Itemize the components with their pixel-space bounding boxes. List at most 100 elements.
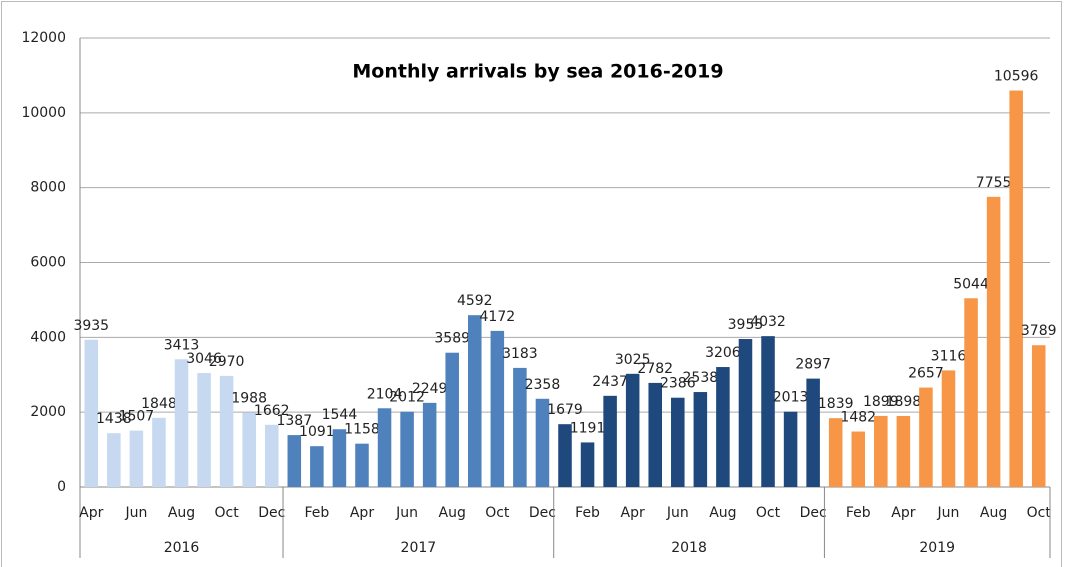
bar <box>152 417 166 487</box>
bar <box>445 352 459 487</box>
bar <box>738 339 753 487</box>
data-label: 2013 <box>773 390 809 406</box>
bar <box>693 392 708 487</box>
y-tick-label: 12000 <box>21 30 66 46</box>
x-tick-label: Jun <box>666 505 689 521</box>
chart-title: Monthly arrivals by sea 2016-2019 <box>352 61 723 83</box>
data-label: 10596 <box>994 69 1039 85</box>
bar <box>535 398 550 487</box>
bar <box>603 395 617 487</box>
group-label: 2017 <box>401 540 437 556</box>
bar <box>490 330 505 487</box>
bar <box>400 411 414 487</box>
bar <box>219 375 234 487</box>
x-tick-label: Feb <box>304 505 329 521</box>
data-label: 4032 <box>750 314 786 330</box>
data-label: 2358 <box>525 377 561 393</box>
bar <box>558 424 572 487</box>
bar <box>287 435 302 487</box>
data-label: 3789 <box>1021 323 1057 339</box>
data-label: 1507 <box>119 409 155 425</box>
x-tick-label: Aug <box>439 505 466 521</box>
data-label: 2386 <box>660 376 696 392</box>
bar <box>783 411 798 487</box>
bar <box>468 315 482 487</box>
data-label: 3183 <box>502 346 538 362</box>
bar <box>941 370 956 487</box>
x-tick-label: Apr <box>621 505 645 521</box>
x-tick-label: Apr <box>79 505 103 521</box>
data-label: 1091 <box>299 424 335 440</box>
data-label: 1839 <box>818 396 854 412</box>
data-label: 2970 <box>209 354 245 370</box>
x-tick-label: Oct <box>756 505 781 521</box>
bar <box>174 359 189 487</box>
bar <box>716 367 730 487</box>
bar <box>1031 345 1046 487</box>
data-label: 1482 <box>840 410 876 426</box>
data-label: 2249 <box>412 381 448 397</box>
data-label: 1158 <box>344 422 380 438</box>
bar <box>332 429 347 487</box>
data-label: 3413 <box>164 337 200 353</box>
data-label: 1848 <box>141 396 177 412</box>
x-tick-label: Apr <box>891 505 915 521</box>
bar <box>671 397 685 487</box>
x-tick-label: Feb <box>846 505 871 521</box>
x-tick-label: Dec <box>800 505 827 521</box>
data-label: 2012 <box>389 390 425 406</box>
group-label: 2019 <box>919 540 955 556</box>
data-label: 2538 <box>683 370 719 386</box>
bar <box>986 196 1001 488</box>
data-label: 1898 <box>886 394 922 410</box>
x-tick-label: Oct <box>215 505 240 521</box>
bar <box>355 443 369 487</box>
data-label: 3589 <box>434 331 470 347</box>
x-tick-label: Jun <box>124 505 147 521</box>
data-label: 2437 <box>592 374 628 390</box>
x-tick-label: Dec <box>529 505 556 521</box>
bar <box>242 412 256 487</box>
bar <box>761 336 775 487</box>
x-tick-label: Aug <box>709 505 736 521</box>
bar <box>197 373 211 487</box>
data-label: 2897 <box>795 357 831 373</box>
data-label: 2782 <box>637 361 673 377</box>
data-label: 1544 <box>322 407 358 423</box>
data-label: 4172 <box>480 309 516 325</box>
bar <box>919 387 933 487</box>
bar <box>580 442 595 487</box>
bar <box>851 431 866 487</box>
x-tick-label: Oct <box>485 505 510 521</box>
data-label: 1899 <box>863 394 899 410</box>
data-label: 2104 <box>367 386 403 402</box>
x-tick-label: Feb <box>575 505 600 521</box>
bar <box>625 373 640 487</box>
bar <box>264 424 279 487</box>
bar <box>896 415 911 487</box>
data-label: 7755 <box>976 175 1012 191</box>
data-label: 1662 <box>254 403 290 419</box>
data-label: 1191 <box>570 420 606 436</box>
bar <box>377 408 392 487</box>
x-tick-label: Aug <box>980 505 1007 521</box>
data-label: 1679 <box>547 402 583 418</box>
bar <box>107 433 121 487</box>
data-label: 3025 <box>615 352 651 368</box>
bar <box>422 402 437 487</box>
x-tick-label: Apr <box>350 505 374 521</box>
data-label: 2657 <box>908 366 944 382</box>
bar <box>84 339 99 487</box>
x-tick-label: Jun <box>937 505 960 521</box>
group-label: 2016 <box>164 540 200 556</box>
y-tick-label: 0 <box>57 479 66 495</box>
bar <box>129 430 144 487</box>
bar <box>648 382 662 487</box>
data-label: 3046 <box>186 351 222 367</box>
data-label: 3935 <box>73 318 109 334</box>
data-label: 5044 <box>953 276 989 292</box>
y-tick-label: 4000 <box>30 329 66 345</box>
y-tick-label: 10000 <box>21 105 66 121</box>
